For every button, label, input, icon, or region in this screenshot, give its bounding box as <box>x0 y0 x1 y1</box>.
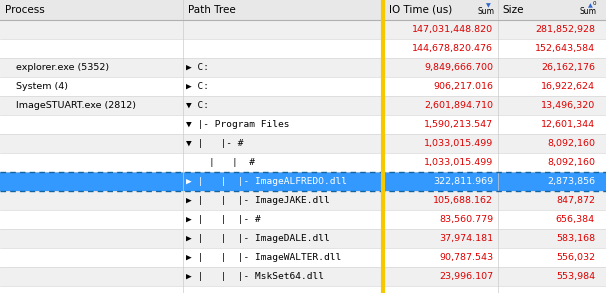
Text: IO Time (us): IO Time (us) <box>389 5 452 15</box>
Text: 37,974.181: 37,974.181 <box>439 234 493 243</box>
Text: ▶ |   |  |- ImageALFREDO.dll: ▶ | | |- ImageALFREDO.dll <box>186 177 347 186</box>
Text: 152,643,584: 152,643,584 <box>535 44 595 53</box>
Text: ▼: ▼ <box>485 3 490 8</box>
Text: 2,601,894.710: 2,601,894.710 <box>424 101 493 110</box>
Text: ▶ C:: ▶ C: <box>186 82 209 91</box>
Text: 8,092,160: 8,092,160 <box>547 139 595 148</box>
Bar <box>0 77 606 96</box>
Bar <box>0 248 606 267</box>
Bar <box>0 153 606 172</box>
Text: 13,496,320: 13,496,320 <box>541 101 595 110</box>
Bar <box>0 267 606 286</box>
Text: Sum: Sum <box>478 8 495 16</box>
Bar <box>0 20 606 39</box>
Bar <box>0 58 606 77</box>
Bar <box>0 229 606 248</box>
Bar <box>0 172 606 191</box>
Text: 90,787.543: 90,787.543 <box>439 253 493 262</box>
Text: 12,601,344: 12,601,344 <box>541 120 595 129</box>
Bar <box>0 0 606 20</box>
Text: 847,872: 847,872 <box>556 196 595 205</box>
Bar <box>0 210 606 229</box>
Bar <box>0 115 606 134</box>
Text: 16,922,624: 16,922,624 <box>541 82 595 91</box>
Text: 9,849,666.700: 9,849,666.700 <box>424 63 493 72</box>
Text: 105,688.162: 105,688.162 <box>433 196 493 205</box>
Text: ▶ C:: ▶ C: <box>186 63 209 72</box>
Text: Path Tree: Path Tree <box>188 5 236 15</box>
Bar <box>0 96 606 115</box>
Bar <box>0 39 606 58</box>
Text: 0: 0 <box>593 1 596 6</box>
Text: ▶ |   |  |- ImageDALE.dll: ▶ | | |- ImageDALE.dll <box>186 234 330 243</box>
Text: ImageSTUART.exe (2812): ImageSTUART.exe (2812) <box>16 101 136 110</box>
Text: 583,168: 583,168 <box>556 234 595 243</box>
Text: 1,033,015.499: 1,033,015.499 <box>424 158 493 167</box>
Text: ▶ |   |  |- ImageJAKE.dll: ▶ | | |- ImageJAKE.dll <box>186 196 330 205</box>
Bar <box>0 191 606 210</box>
Text: 1,590,213.547: 1,590,213.547 <box>424 120 493 129</box>
Text: Size: Size <box>502 5 524 15</box>
Text: 147,031,448.820: 147,031,448.820 <box>412 25 493 34</box>
Text: Sum: Sum <box>580 8 597 16</box>
Text: ▶ |   |  |- #: ▶ | | |- # <box>186 215 261 224</box>
Text: 2,873,856: 2,873,856 <box>547 177 595 186</box>
Text: 144,678,820.476: 144,678,820.476 <box>412 44 493 53</box>
Text: ▼ C:: ▼ C: <box>186 101 209 110</box>
Text: 553,984: 553,984 <box>556 272 595 281</box>
Text: 8,092,160: 8,092,160 <box>547 158 595 167</box>
Text: Process: Process <box>5 5 45 15</box>
Text: 23,996.107: 23,996.107 <box>439 272 493 281</box>
Text: ▶ |   |  |- MskSet64.dll: ▶ | | |- MskSet64.dll <box>186 272 324 281</box>
Text: explorer.exe (5352): explorer.exe (5352) <box>16 63 109 72</box>
Text: 1,033,015.499: 1,033,015.499 <box>424 139 493 148</box>
Text: ▲: ▲ <box>588 3 593 8</box>
Text: ▼ |   |- #: ▼ | |- # <box>186 139 244 148</box>
Text: 26,162,176: 26,162,176 <box>541 63 595 72</box>
Text: ▶ |   |  |- ImageWALTER.dll: ▶ | | |- ImageWALTER.dll <box>186 253 341 262</box>
Text: System (4): System (4) <box>16 82 68 91</box>
Text: 281,852,928: 281,852,928 <box>535 25 595 34</box>
Text: |   |  #: | | # <box>186 158 255 167</box>
Text: 322,811.969: 322,811.969 <box>433 177 493 186</box>
Text: 656,384: 656,384 <box>556 215 595 224</box>
Text: ▼ |- Program Files: ▼ |- Program Files <box>186 120 290 129</box>
Text: 556,032: 556,032 <box>556 253 595 262</box>
Bar <box>0 134 606 153</box>
Text: 906,217.016: 906,217.016 <box>433 82 493 91</box>
Text: 83,560.779: 83,560.779 <box>439 215 493 224</box>
